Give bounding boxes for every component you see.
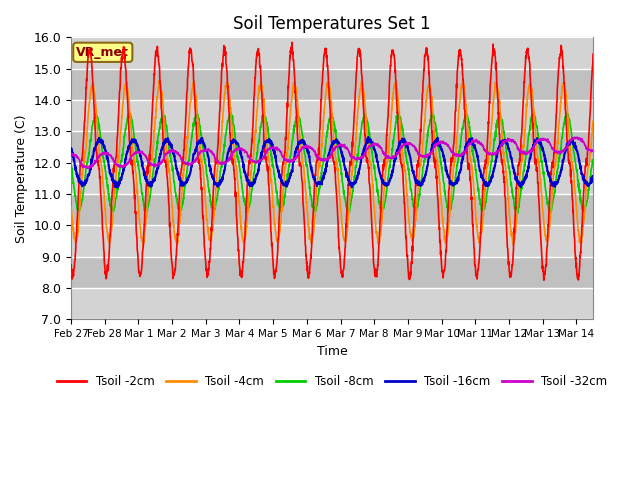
- Bar: [71, 69, 593, 100]
- Bar: [71, 37, 593, 69]
- Y-axis label: Soil Temperature (C): Soil Temperature (C): [15, 114, 28, 242]
- Text: VR_met: VR_met: [76, 46, 129, 59]
- Bar: [71, 257, 593, 288]
- X-axis label: Time: Time: [317, 345, 348, 358]
- Title: Soil Temperatures Set 1: Soil Temperatures Set 1: [233, 15, 431, 33]
- Legend: Tsoil -2cm, Tsoil -4cm, Tsoil -8cm, Tsoil -16cm, Tsoil -32cm: Tsoil -2cm, Tsoil -4cm, Tsoil -8cm, Tsoi…: [52, 370, 612, 393]
- Bar: [71, 132, 593, 163]
- Bar: [71, 163, 593, 194]
- Bar: [71, 226, 593, 257]
- Bar: [71, 288, 593, 319]
- Bar: [71, 100, 593, 132]
- Bar: [71, 194, 593, 226]
